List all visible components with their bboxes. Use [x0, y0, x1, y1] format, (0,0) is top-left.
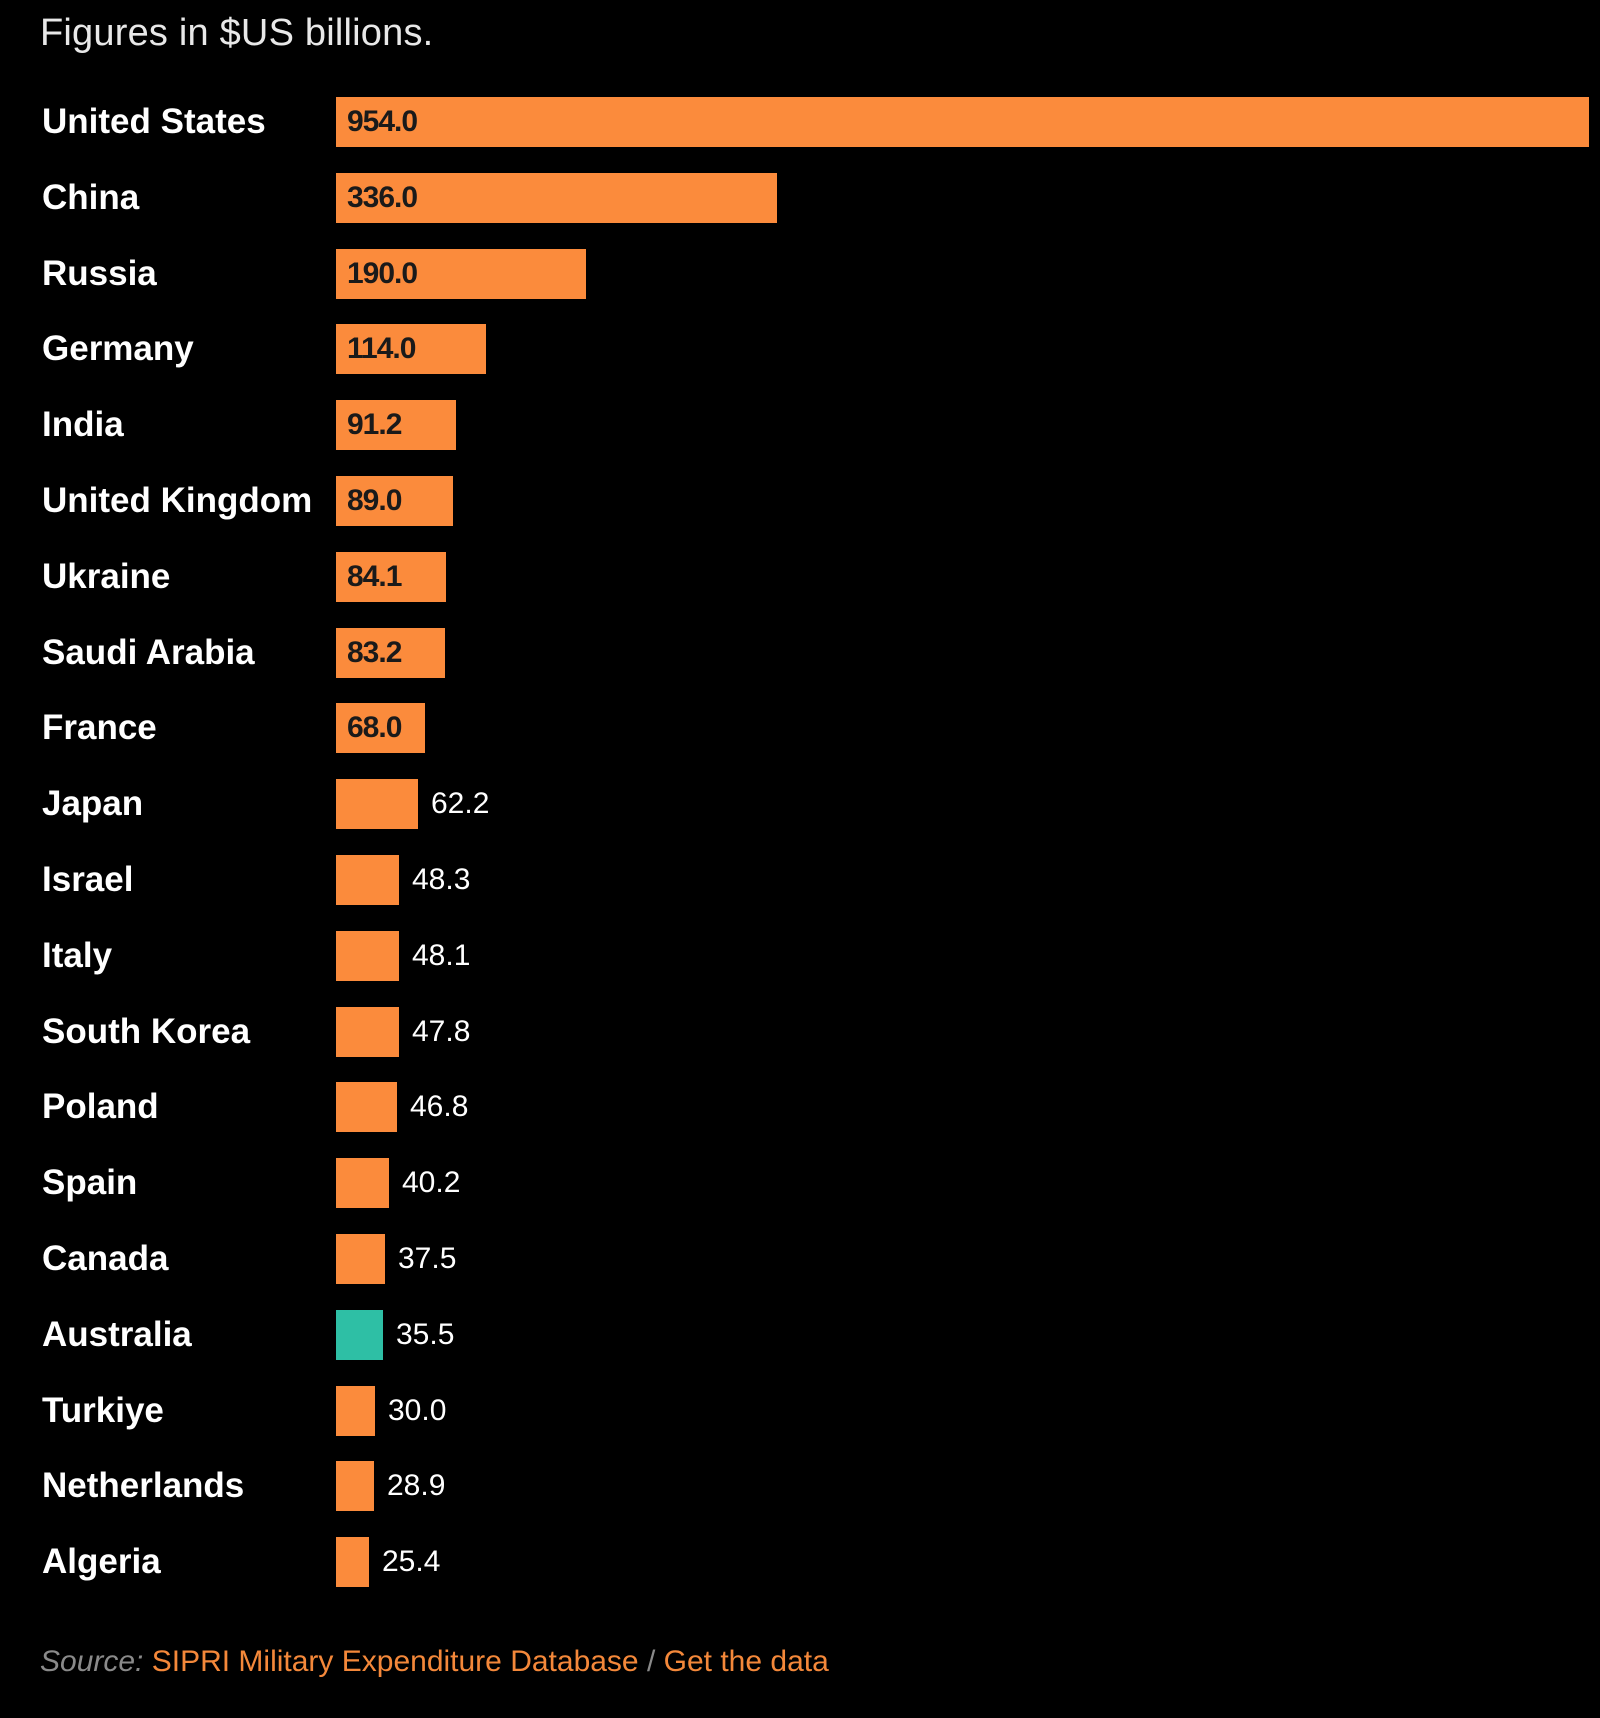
- data-label: 62.2: [431, 787, 490, 820]
- category-label: China: [42, 178, 140, 217]
- chart-row: Russia 190.0: [0, 249, 1600, 325]
- get-the-data-link[interactable]: Get the data: [663, 1645, 829, 1678]
- category-label: Spain: [42, 1163, 138, 1202]
- bar: [336, 476, 453, 526]
- chart-row: United States 954.0: [0, 97, 1600, 173]
- chart-row: Turkiye 30.0: [0, 1386, 1600, 1462]
- category-label: Netherlands: [42, 1466, 245, 1505]
- category-label: Israel: [42, 860, 134, 899]
- category-label: Poland: [42, 1087, 159, 1126]
- chart-row: Australia 35.5: [0, 1310, 1600, 1386]
- category-label: Turkiye: [42, 1391, 164, 1430]
- category-label: Japan: [42, 784, 144, 823]
- bar-chart: United States 954.0 China 336.0 Russia 190.0 G…: [0, 97, 1600, 1613]
- chart-row: Algeria 25.4: [0, 1537, 1600, 1613]
- category-label: France: [42, 708, 157, 747]
- data-label: 37.5: [398, 1242, 457, 1275]
- data-label: 46.8: [410, 1090, 469, 1123]
- bar: [336, 97, 1589, 147]
- category-label: United States: [42, 102, 266, 141]
- data-label: 47.8: [412, 1015, 471, 1048]
- data-label: 48.3: [412, 863, 471, 896]
- category-label: Italy: [42, 936, 113, 975]
- chart-row: Japan 62.2: [0, 779, 1600, 855]
- source-label: Source:: [40, 1645, 144, 1678]
- bar: [336, 552, 446, 602]
- category-label: Canada: [42, 1239, 169, 1278]
- bar: [336, 931, 399, 981]
- data-label: 35.5: [396, 1318, 455, 1351]
- data-label: 28.9: [387, 1469, 446, 1502]
- bar: [336, 173, 777, 223]
- source-line: Source: SIPRI Military Expenditure Datab…: [40, 1645, 829, 1679]
- category-label: Germany: [42, 329, 194, 368]
- data-label: 48.1: [412, 939, 471, 972]
- category-label: Ukraine: [42, 557, 171, 596]
- chart-row: Spain 40.2: [0, 1158, 1600, 1234]
- bar: [336, 1461, 374, 1511]
- category-label: Australia: [42, 1315, 192, 1354]
- chart-row: India 91.2: [0, 400, 1600, 476]
- chart-subtitle: Figures in $US billions.: [40, 12, 434, 54]
- bar: [336, 400, 456, 450]
- chart-row: Canada 37.5: [0, 1234, 1600, 1310]
- data-label: 114.0: [347, 332, 416, 365]
- bar: [336, 1310, 383, 1360]
- chart-row: China 336.0: [0, 173, 1600, 249]
- data-label: 40.2: [402, 1166, 461, 1199]
- bar: [336, 1234, 385, 1284]
- category-label: South Korea: [42, 1012, 251, 1051]
- chart-row: South Korea 47.8: [0, 1007, 1600, 1083]
- data-label: 336.0: [347, 181, 418, 214]
- chart-row: Ukraine 84.1: [0, 552, 1600, 628]
- category-label: India: [42, 405, 124, 444]
- data-label: 30.0: [388, 1394, 447, 1427]
- data-label: 91.2: [347, 408, 402, 441]
- category-label: Algeria: [42, 1542, 161, 1581]
- bar: [336, 855, 399, 905]
- bar: [336, 1537, 369, 1587]
- bar: [336, 324, 486, 374]
- bar: [336, 1158, 389, 1208]
- data-label: 89.0: [347, 484, 402, 517]
- bar: [336, 1007, 399, 1057]
- bar: [336, 779, 418, 829]
- category-label: Saudi Arabia: [42, 633, 255, 672]
- source-link[interactable]: SIPRI Military Expenditure Database: [151, 1645, 639, 1678]
- category-label: United Kingdom: [42, 481, 313, 520]
- bar: [336, 1386, 375, 1436]
- data-label: 954.0: [347, 105, 418, 138]
- source-separator: /: [646, 1645, 656, 1678]
- data-label: 25.4: [382, 1545, 441, 1578]
- category-label: Russia: [42, 254, 157, 293]
- data-label: 84.1: [347, 560, 402, 593]
- bar: [336, 1082, 397, 1132]
- chart-row: France 68.0: [0, 703, 1600, 779]
- chart-row: Netherlands 28.9: [0, 1461, 1600, 1537]
- bar: [336, 249, 586, 299]
- data-label: 68.0: [347, 711, 402, 744]
- chart-row: Poland 46.8: [0, 1082, 1600, 1158]
- data-label: 83.2: [347, 636, 402, 669]
- chart-row: Saudi Arabia 83.2: [0, 628, 1600, 704]
- bar: [336, 628, 445, 678]
- chart-row: Germany 114.0: [0, 324, 1600, 400]
- chart-row: Israel 48.3: [0, 855, 1600, 931]
- data-label: 190.0: [347, 257, 418, 290]
- bar: [336, 703, 425, 753]
- chart-row: United Kingdom 89.0: [0, 476, 1600, 552]
- chart-row: Italy 48.1: [0, 931, 1600, 1007]
